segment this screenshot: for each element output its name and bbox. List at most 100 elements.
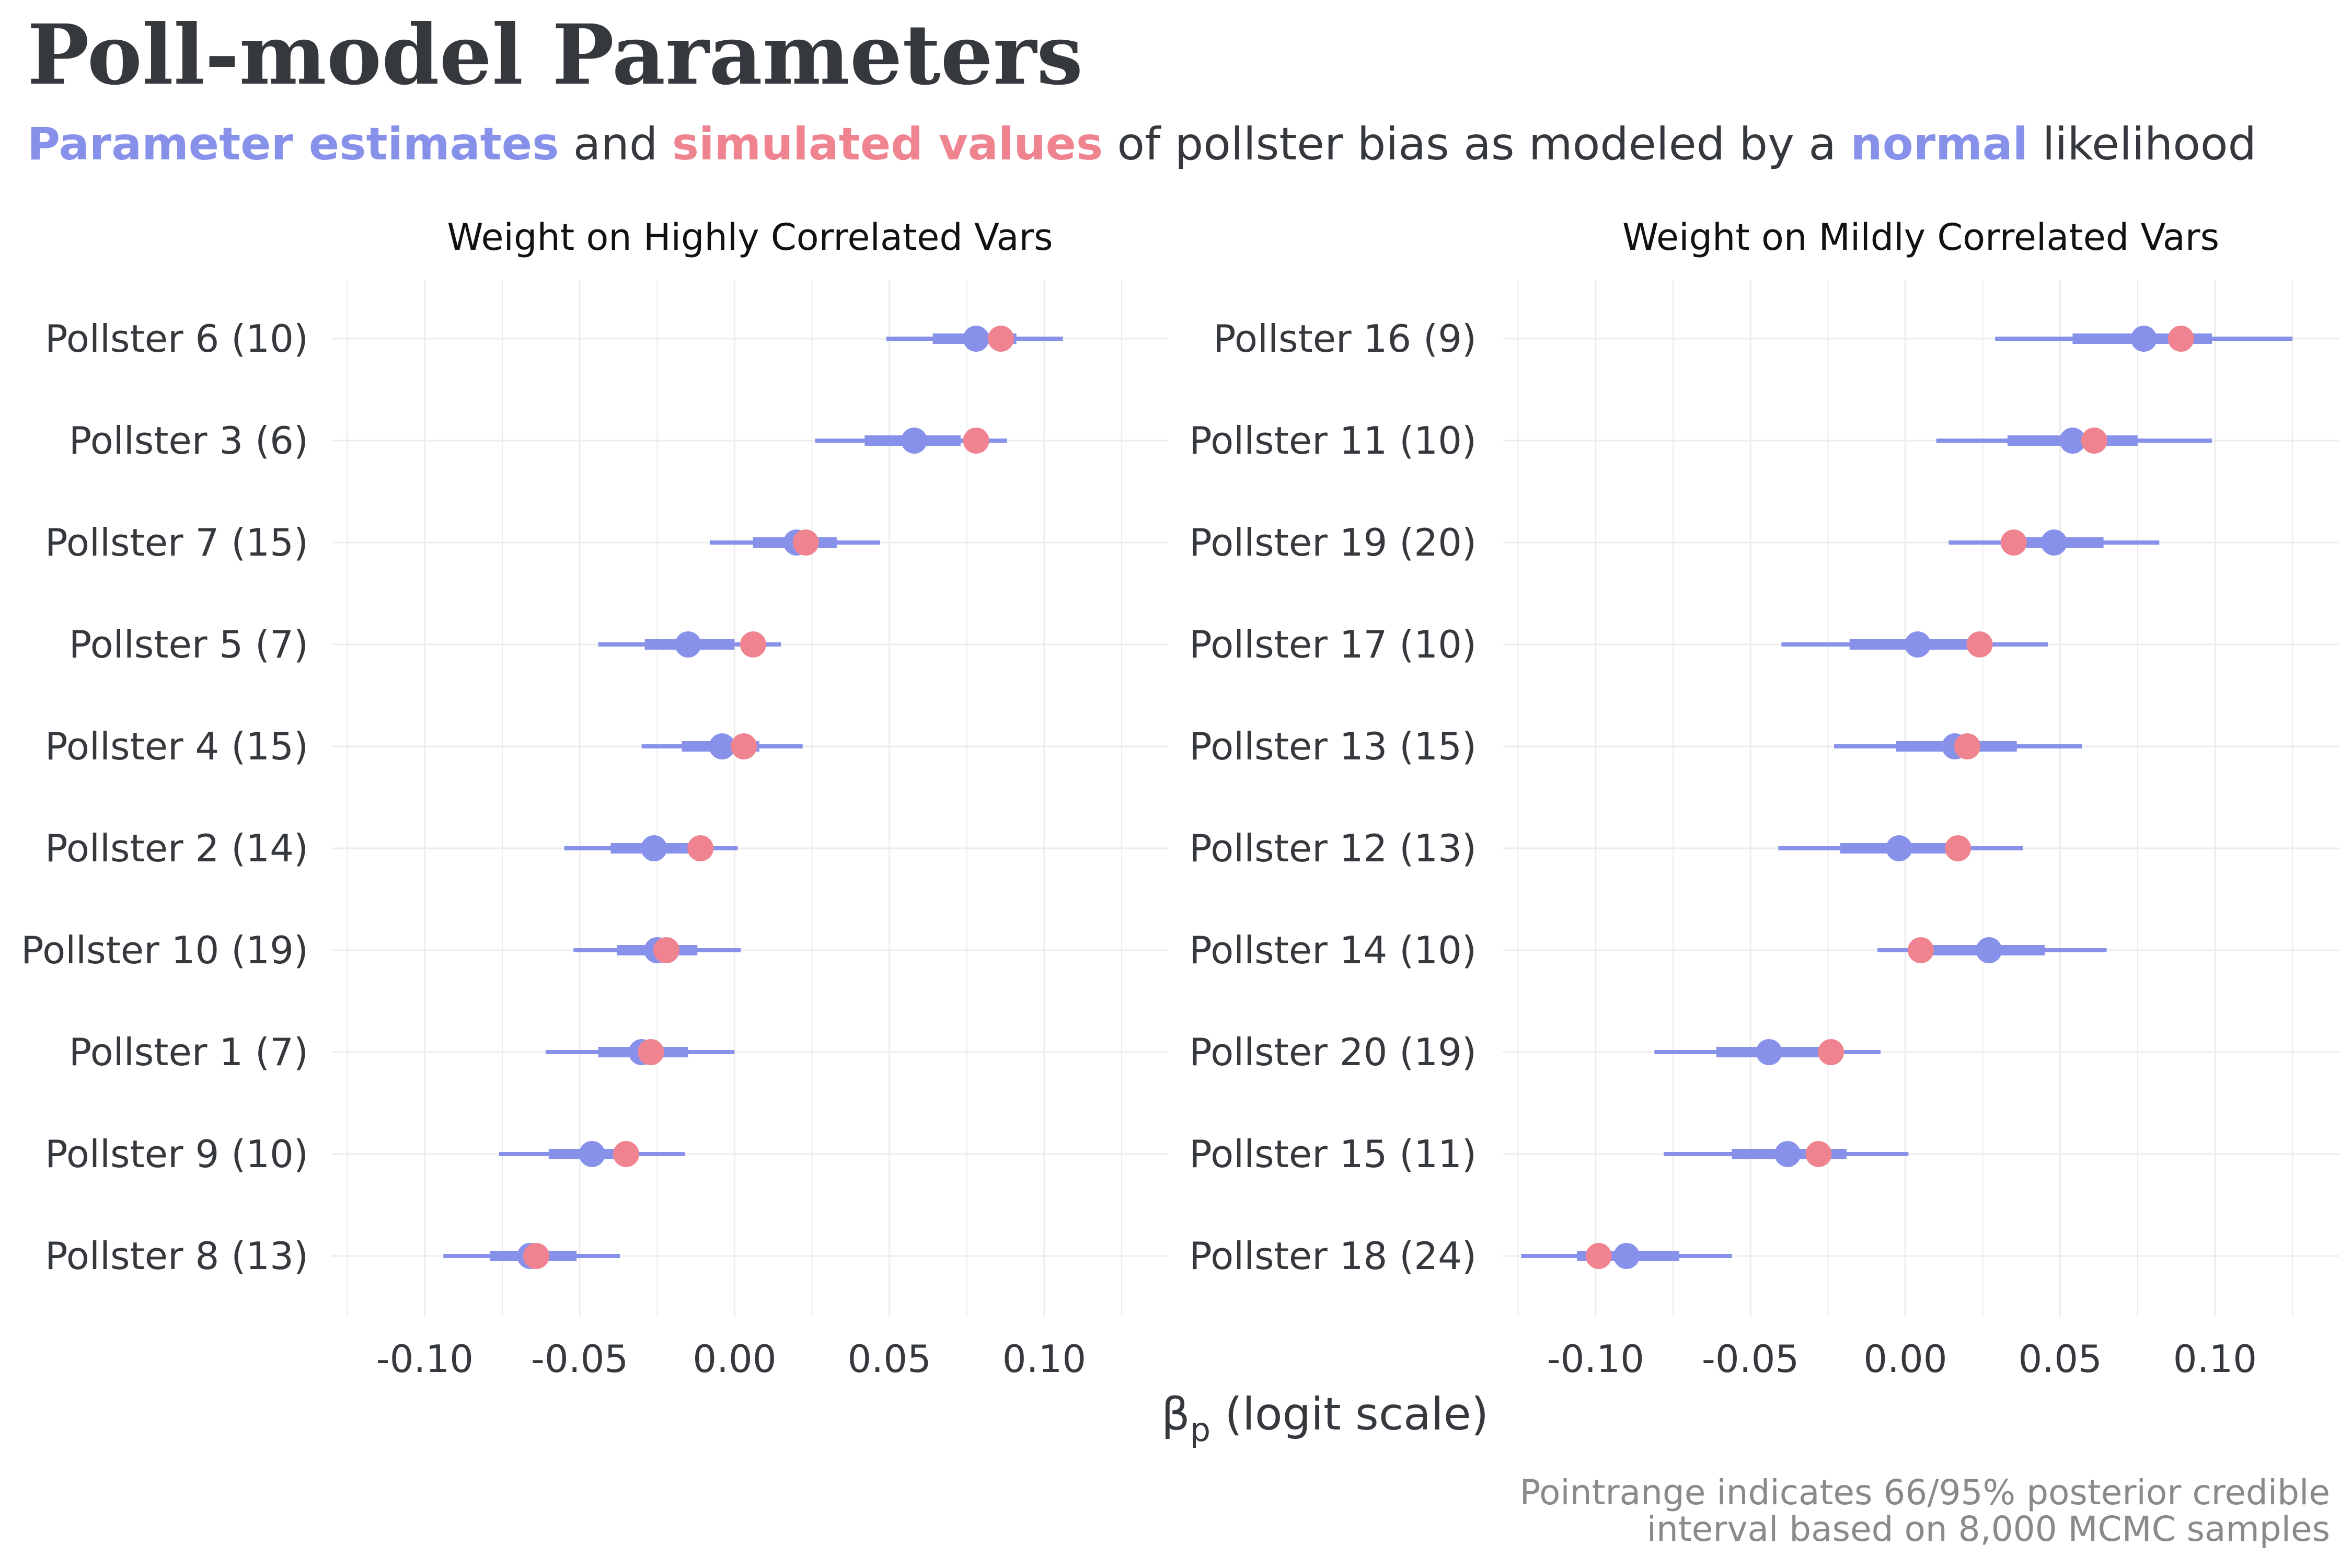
simulated-point <box>2081 428 2107 454</box>
estimate-point <box>579 1141 605 1167</box>
simulated-point <box>687 835 714 861</box>
x-tick-label: 0.05 <box>2019 1337 2102 1381</box>
x-axis-title-subscript: p <box>1190 1411 1210 1449</box>
pollster-row: Pollster 15 (11) <box>1189 1132 1909 1176</box>
y-tick-label: Pollster 19 (20) <box>1189 521 1477 564</box>
estimate-point <box>1756 1039 1782 1065</box>
simulated-point <box>1908 937 1934 963</box>
x-axis-title-beta: β <box>1161 1388 1190 1440</box>
y-tick-label: Pollster 12 (13) <box>1189 826 1477 870</box>
pollster-row: Pollster 11 (10) <box>1189 419 2212 463</box>
panel-title: Weight on Mildly Correlated Vars <box>1622 216 2219 259</box>
simulated-point <box>1954 733 1980 759</box>
y-tick-label: Pollster 16 (9) <box>1213 317 1477 361</box>
simulated-point <box>731 733 757 759</box>
y-tick-label: Pollster 18 (24) <box>1189 1234 1477 1278</box>
x-axis-title: βp (logit scale) <box>1161 1388 1489 1449</box>
estimate-point <box>709 733 735 759</box>
x-tick-label: 0.10 <box>2173 1337 2257 1381</box>
y-tick-label: Pollster 4 (15) <box>45 724 308 768</box>
estimate-point <box>963 326 989 352</box>
pollster-row: Pollster 2 (14) <box>45 826 738 870</box>
y-tick-label: Pollster 11 (10) <box>1189 419 1477 463</box>
simulated-point <box>653 937 679 963</box>
estimate-point <box>1905 631 1931 658</box>
x-tick-label: -0.05 <box>1702 1337 1799 1381</box>
simulated-point <box>792 529 819 556</box>
x-tick-label: 0.10 <box>1002 1337 1086 1381</box>
x-tick-label: -0.10 <box>1547 1337 1644 1381</box>
simulated-point <box>1945 835 1971 861</box>
estimate-point <box>1976 937 2002 963</box>
simulated-point <box>613 1141 639 1167</box>
y-tick-label: Pollster 6 (10) <box>45 317 308 361</box>
y-tick-label: Pollster 17 (10) <box>1189 622 1477 666</box>
pollster-row: Pollster 6 (10) <box>45 317 1063 361</box>
y-tick-label: Pollster 14 (10) <box>1189 928 1477 972</box>
panel-1: Weight on Highly Correlated Vars -0.10 -0.… <box>21 216 1168 1381</box>
estimate-point <box>675 631 701 658</box>
pollster-row: Pollster 18 (24) <box>1189 1234 1732 1278</box>
pollster-row: Pollster 5 (7) <box>69 622 781 666</box>
estimate-point <box>2040 529 2067 556</box>
pollster-row: Pollster 20 (19) <box>1189 1030 1881 1074</box>
chart-subtitle: Parameter estimates and simulated values… <box>27 118 2256 170</box>
pollster-row: Pollster 16 (9) <box>1213 317 2293 361</box>
estimate-point <box>901 428 928 454</box>
pollster-row: Pollster 17 (10) <box>1189 622 2048 666</box>
simulated-point <box>1818 1039 1844 1065</box>
y-tick-label: Pollster 15 (11) <box>1189 1132 1477 1176</box>
y-tick-label: Pollster 13 (15) <box>1189 724 1477 768</box>
simulated-point <box>2000 529 2027 556</box>
simulated-point <box>1805 1141 1832 1167</box>
x-tick-label: -0.05 <box>531 1337 628 1381</box>
y-tick-label: Pollster 7 (15) <box>45 521 308 564</box>
simulated-point <box>1966 631 1993 658</box>
simulated-point <box>2167 326 2194 352</box>
y-tick-label: Pollster 9 (10) <box>45 1132 308 1176</box>
x-tick-label: -0.10 <box>376 1337 474 1381</box>
simulated-point <box>523 1243 550 1269</box>
subtitle-simulated: simulated values <box>672 118 1103 170</box>
pollster-row: Pollster 7 (15) <box>45 521 880 564</box>
estimate-point <box>1774 1141 1801 1167</box>
x-tick-label: 0.00 <box>1863 1337 1947 1381</box>
y-tick-label: Pollster 20 (19) <box>1189 1030 1477 1074</box>
x-axis-title-rest: (logit scale) <box>1210 1388 1489 1440</box>
simulated-point <box>988 326 1014 352</box>
y-tick-label: Pollster 2 (14) <box>45 826 308 870</box>
y-tick-label: Pollster 8 (13) <box>45 1234 308 1278</box>
estimate-point <box>1886 835 1912 861</box>
y-tick-label: Pollster 10 (19) <box>21 928 308 972</box>
x-tick-label: 0.05 <box>848 1337 931 1381</box>
subtitle-text-3: likelihood <box>2028 118 2256 170</box>
subtitle-text-1: and <box>559 118 672 170</box>
y-tick-label: Pollster 1 (7) <box>69 1030 308 1074</box>
pollster-row: Pollster 19 (20) <box>1189 521 2160 564</box>
panel-2: Weight on Mildly Correlated Vars -0.10 -0.… <box>1189 216 2339 1381</box>
simulated-point <box>638 1039 664 1065</box>
simulated-point <box>1585 1243 1612 1269</box>
caption-line-2: interval based on 8,000 MCMC samples <box>1647 1509 2330 1549</box>
x-tick-label: 0.00 <box>693 1337 776 1381</box>
subtitle-estimates: Parameter estimates <box>27 118 559 170</box>
panel-title: Weight on Highly Correlated Vars <box>447 216 1053 259</box>
chart-title: Poll-model Parameters <box>27 7 1083 103</box>
y-tick-label: Pollster 5 (7) <box>69 622 308 666</box>
pollster-row: Pollster 8 (13) <box>45 1234 620 1278</box>
estimate-point <box>2059 428 2086 454</box>
estimate-point <box>641 835 667 861</box>
pollster-row: Pollster 1 (7) <box>69 1030 735 1074</box>
subtitle-text-2: of pollster bias as modeled by a <box>1103 118 1850 170</box>
pollster-row: Pollster 4 (15) <box>45 724 803 768</box>
pollster-row: Pollster 12 (13) <box>1189 826 2023 870</box>
subtitle-normal: normal <box>1850 118 2028 170</box>
pollster-row: Pollster 14 (10) <box>1189 928 2107 972</box>
simulated-point <box>740 631 766 658</box>
estimate-point <box>2130 326 2157 352</box>
estimate-point <box>1613 1243 1640 1269</box>
pollster-row: Pollster 3 (6) <box>69 419 1007 463</box>
simulated-point <box>963 428 989 454</box>
caption-line-1: Pointrange indicates 66/95% posterior cr… <box>1520 1472 2330 1513</box>
